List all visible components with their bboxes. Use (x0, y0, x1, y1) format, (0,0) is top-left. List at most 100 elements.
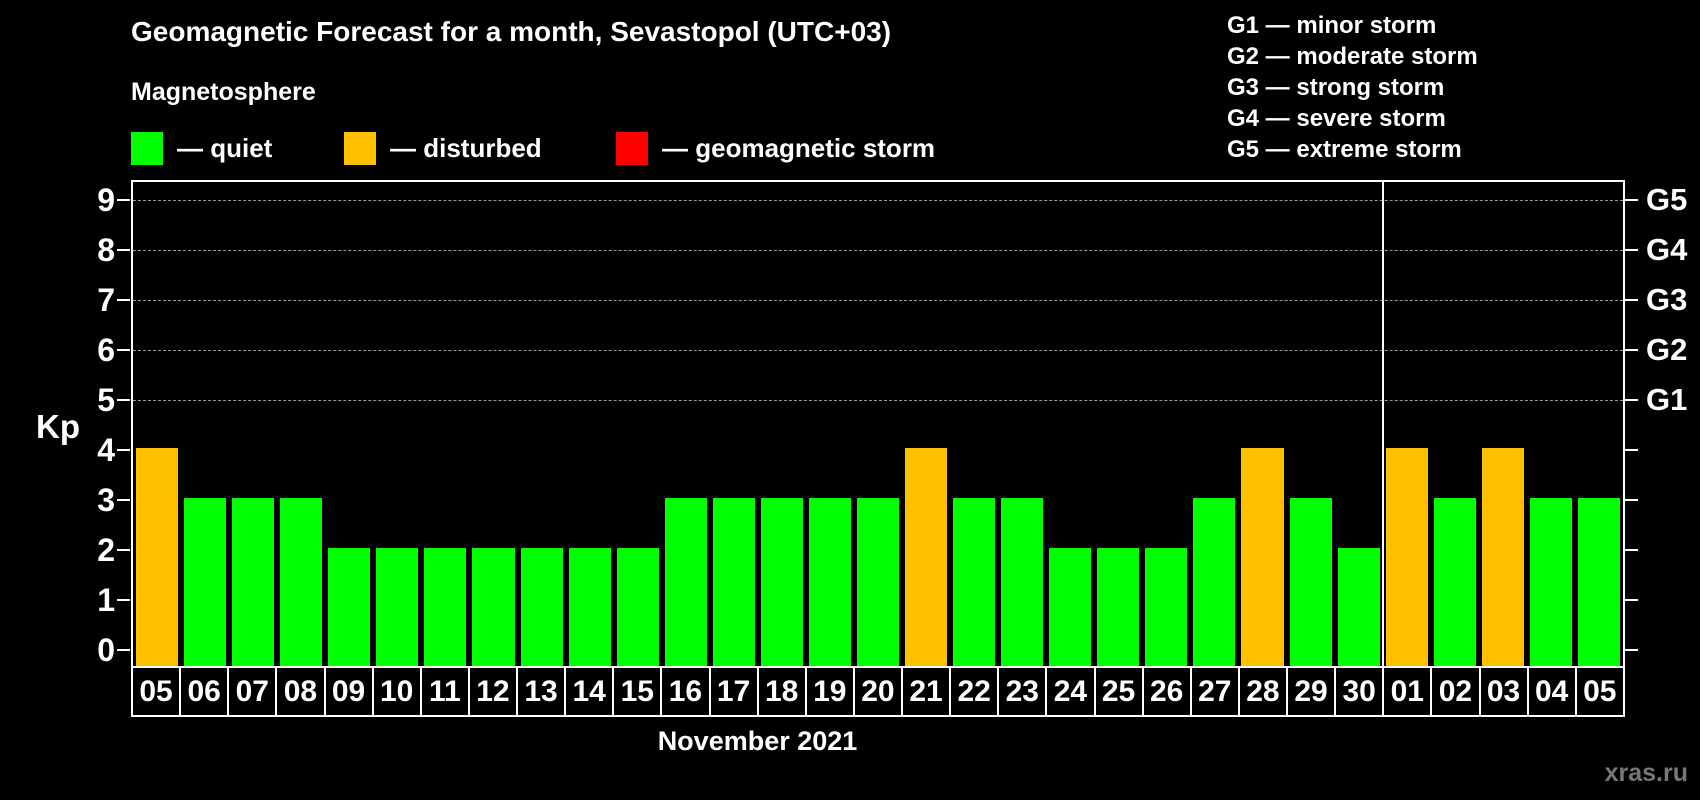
bar-day-01 (1385, 448, 1428, 666)
gridline-kp8 (133, 250, 1623, 251)
bar-slot (133, 182, 181, 666)
day-label-07: 07 (229, 668, 278, 717)
y-tick-label-2: 2 (97, 532, 115, 568)
x-axis-title: November 2021 (657, 726, 858, 756)
day-label-21: 21 (903, 668, 952, 717)
y-tick-left (117, 399, 130, 401)
right-axis-label-G4: G4 (1646, 232, 1688, 267)
bar-slot (1238, 182, 1286, 666)
day-label-11: 11 (421, 668, 470, 717)
bar-day-18 (760, 498, 803, 666)
day-label-28: 28 (1239, 668, 1288, 717)
legend-label-quiet: — quiet (177, 133, 273, 163)
day-label-30: 30 (1336, 668, 1385, 717)
bar-day-22 (953, 498, 996, 666)
bar-day-08 (280, 498, 323, 666)
y-tick-left (117, 299, 130, 301)
bar-slot (1335, 182, 1383, 666)
bar-slot (325, 182, 373, 666)
bar-day-03 (1481, 448, 1524, 666)
day-label-12: 12 (469, 668, 518, 717)
bar-slot (277, 182, 325, 666)
legend-label-disturbed: — disturbed (390, 133, 542, 163)
legend-item-geomagnetic-storm: — geomagnetic storm (616, 132, 935, 165)
day-label-05: 05 (1576, 668, 1625, 717)
bar-day-30 (1337, 548, 1380, 666)
bar-slot (662, 182, 710, 666)
g-legend-row: G2 — moderate storm (1227, 43, 1478, 70)
day-label-17: 17 (710, 668, 759, 717)
bar-slot (998, 182, 1046, 666)
bar-slot (469, 182, 517, 666)
bar-slot (1287, 182, 1335, 666)
gridline-kp7 (133, 300, 1623, 301)
bar-slot (1046, 182, 1094, 666)
y-tick-label-1: 1 (97, 582, 115, 618)
bar-day-05 (1577, 498, 1620, 666)
bar-slot (1575, 182, 1623, 666)
y-tick-left (117, 199, 130, 201)
y-tick-right (1625, 499, 1638, 501)
right-axis-label-G3: G3 (1646, 282, 1688, 317)
y-tick-label-5: 5 (97, 382, 115, 418)
y-tick-label-4: 4 (97, 432, 115, 468)
day-label-01: 01 (1384, 668, 1433, 717)
bar-day-06 (184, 498, 227, 666)
bar-day-23 (1001, 498, 1044, 666)
bar-slot (1094, 182, 1142, 666)
y-tick-right (1625, 549, 1638, 551)
bar-day-10 (376, 548, 419, 666)
bar-slot (758, 182, 806, 666)
bar-slot (1190, 182, 1238, 666)
day-label-09: 09 (325, 668, 374, 717)
bar-slot (950, 182, 998, 666)
bar-day-07 (232, 498, 275, 666)
y-tick-right (1625, 299, 1638, 301)
g-legend-row: G5 — extreme storm (1227, 136, 1462, 163)
day-label-29: 29 (1288, 668, 1337, 717)
day-label-02: 02 (1432, 668, 1481, 717)
bar-day-16 (664, 498, 707, 666)
y-tick-right (1625, 649, 1638, 651)
bar-day-04 (1529, 498, 1572, 666)
y-tick-left (117, 649, 130, 651)
bar-slot (181, 182, 229, 666)
g-legend-row: G4 — severe storm (1227, 105, 1446, 132)
day-label-20: 20 (854, 668, 903, 717)
bar-slot (373, 182, 421, 666)
y-tick-left (117, 599, 130, 601)
gridline-kp6 (133, 350, 1623, 351)
bar-slot (1527, 182, 1575, 666)
bar-day-17 (712, 498, 755, 666)
bar-slot (1431, 182, 1479, 666)
gridline-kp5 (133, 400, 1623, 401)
legend-item-disturbed: — disturbed (344, 132, 542, 165)
y-tick-right (1625, 199, 1638, 201)
g-scale-legend: G1 — minor storm G2 — moderate storm G3 — … (1227, 10, 1478, 165)
legend-item-quiet: — quiet (131, 132, 272, 165)
day-label-27: 27 (1191, 668, 1240, 717)
y-tick-left (117, 349, 130, 351)
magnetosphere-label: Magnetosphere (131, 78, 316, 106)
bar-slot (229, 182, 277, 666)
y-tick-right (1625, 249, 1638, 251)
y-tick-label-7: 7 (97, 282, 115, 318)
bar-day-11 (424, 548, 467, 666)
bar-day-28 (1241, 448, 1284, 666)
bar-slot (1479, 182, 1527, 666)
bar-slot (1383, 182, 1431, 666)
y-tick-left (117, 449, 130, 451)
bar-day-26 (1145, 548, 1188, 666)
y-tick-right (1625, 349, 1638, 351)
day-label-10: 10 (373, 668, 422, 717)
day-label-15: 15 (614, 668, 663, 717)
bar-slot (614, 182, 662, 666)
bar-day-20 (856, 498, 899, 666)
y-tick-left (117, 249, 130, 251)
day-label-08: 08 (277, 668, 326, 717)
gridline-kp9 (133, 200, 1623, 201)
y-axis-title: Kp (36, 408, 80, 445)
month-separator-line (1381, 182, 1384, 666)
disturbed-swatch-icon (344, 132, 376, 165)
bar-day-14 (568, 548, 611, 666)
